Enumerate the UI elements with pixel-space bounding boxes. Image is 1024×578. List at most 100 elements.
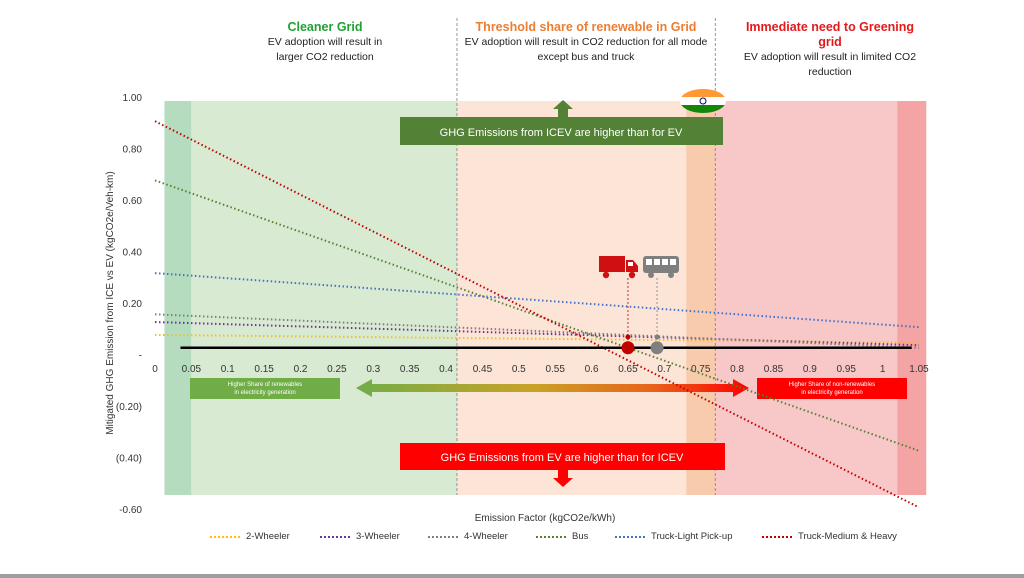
legend-label: Truck-Medium & Heavy (798, 531, 897, 542)
zone-desc-immediate-2: reduction (808, 66, 852, 78)
x-tick-label: 0.7 (657, 364, 671, 375)
renewables-text-line2: in electricity generation (234, 390, 295, 396)
axis-ticks: 1.00 0.80 0.60 0.40 0.20 - (0.20) (0.40) -0.60 0 0… (116, 93, 929, 516)
legend-swatch (428, 535, 458, 538)
zone-dividers (456, 18, 716, 495)
series-line-truck-medium-heavy (154, 120, 920, 509)
y-tick-label: 0.60 (123, 196, 143, 207)
zone-band-5 (897, 101, 927, 495)
zone-desc-threshold-1: EV adoption will result in CO2 reduction… (464, 36, 708, 48)
legend: 2-Wheeler 3-Wheeler 4-Wheeler Bus Truck-… (210, 531, 930, 545)
arrow-down-icon (553, 470, 573, 487)
x-tick-label: 0.1 (221, 364, 235, 375)
x-tick-label: 0.9 (803, 364, 817, 375)
legend-label: 4-Wheeler (464, 531, 508, 542)
legend-swatch (762, 535, 792, 538)
zone-title-immediate-2: grid (818, 35, 842, 49)
zone-band-0 (164, 101, 192, 495)
banners: GHG Emissions from ICEV are higher than … (190, 100, 907, 487)
x-tick-label: 0.05 (182, 364, 202, 375)
legend-swatch (615, 535, 645, 538)
zone-header-threshold: Threshold share of renewable in Grid EV … (448, 20, 724, 65)
x-tick-label: 1.05 (909, 364, 929, 375)
y-tick-label: (0.40) (116, 454, 142, 465)
truck-marker-dot (621, 341, 635, 355)
zone-desc-clean-2: larger CO2 reduction (276, 51, 374, 63)
zone-band-3 (686, 101, 716, 495)
arrow-up-icon (553, 100, 573, 117)
y-axis-title: Mitigated GHG Emission from ICE vs EV (k… (105, 171, 116, 434)
legend-label: 3-Wheeler (356, 531, 400, 542)
x-tick-label: 0.85 (764, 364, 784, 375)
india-flag-icon (680, 89, 726, 113)
legend-label: Bus (572, 531, 589, 542)
x-tick-label: 0.4 (439, 364, 453, 375)
x-tick-label: 0.3 (366, 364, 380, 375)
legend-swatch (210, 535, 240, 538)
y-tick-label: - (139, 351, 142, 362)
bus-marker-dot (650, 341, 664, 355)
series-lines (154, 120, 920, 509)
zone-header-immediate: Immediate need to Greening grid EV adopt… (728, 20, 932, 80)
truck-icon (599, 256, 638, 279)
icons (599, 89, 726, 279)
ghg-icev-higher-banner (400, 117, 723, 145)
zone-desc-clean-1: EV adoption will result in (267, 36, 383, 48)
x-tick-label: 1 (880, 364, 886, 375)
legend-item-3-wheeler: 3-Wheeler (320, 531, 400, 542)
zone-title-clean: Cleaner Grid (287, 20, 363, 34)
legend-swatch (320, 535, 350, 538)
ghg-ev-higher-banner (400, 443, 725, 470)
legend-item-truck-heavy: Truck-Medium & Heavy (762, 531, 897, 542)
x-tick-label: 0.5 (512, 364, 526, 375)
non-renewables-box (757, 378, 907, 399)
bottom-rule (0, 574, 1024, 578)
bus-icon (643, 256, 679, 278)
ghg-icev-higher-text: GHG Emissions from ICEV are higher than … (440, 127, 683, 139)
vehicle-markers (621, 278, 664, 355)
ghg-ev-higher-text: GHG Emissions from EV are higher than fo… (441, 452, 684, 464)
x-tick-label: 0.8 (730, 364, 744, 375)
zone-desc-immediate-1: EV adoption will result in limited CO2 (743, 51, 917, 63)
x-tick-label: 0.55 (545, 364, 565, 375)
x-tick-label: 0.25 (327, 364, 347, 375)
x-tick-label: 0.15 (254, 364, 274, 375)
y-tick-label: 0.40 (123, 248, 143, 259)
non-renewables-text-line2: in electricity generation (801, 390, 862, 396)
x-tick-label: 0.45 (473, 364, 493, 375)
x-tick-label: 0.95 (837, 364, 857, 375)
y-tick-label: -0.60 (119, 505, 142, 516)
series-line-4-wheeler (154, 313, 920, 349)
zone-bands (164, 101, 927, 495)
series-line-bus (154, 179, 920, 452)
renewables-box (190, 378, 340, 399)
x-tick-label: 0.65 (618, 364, 638, 375)
x-axis-title: Emission Factor (kgCO2e/kWh) (475, 513, 616, 524)
zone-band-1 (191, 101, 457, 495)
zone-title-threshold: Threshold share of renewable in Grid (475, 20, 697, 34)
y-tick-label: (0.20) (116, 402, 142, 413)
zone-title-immediate-1: Immediate need to Greening (745, 20, 915, 34)
y-tick-label: 0.20 (123, 299, 143, 310)
gradient-double-arrow-icon (356, 379, 749, 397)
truck-marker-tip (625, 334, 631, 340)
x-tick-label: 0.35 (400, 364, 420, 375)
legend-item-truck-light: Truck-Light Pick-up (615, 531, 732, 542)
renewables-text-line1: Higher Share of renewables (228, 382, 302, 388)
x-tick-label: 0.2 (294, 364, 308, 375)
legend-swatch (536, 535, 566, 538)
legend-item-2-wheeler: 2-Wheeler (210, 531, 290, 542)
y-tick-label: 1.00 (123, 93, 143, 104)
x-tick-label: 0.6 (585, 364, 599, 375)
legend-item-bus: Bus (536, 531, 588, 542)
non-renewables-text-line1: Higher Share of non-renewables (789, 382, 875, 388)
y-tick-label: 0.80 (123, 145, 143, 156)
x-tick-label: 0.75 (691, 364, 711, 375)
zone-header-clean: Cleaner Grid EV adoption will result in … (230, 20, 420, 65)
zone-band-4 (715, 101, 898, 495)
bus-marker-tip (654, 334, 660, 340)
legend-label: Truck-Light Pick-up (651, 531, 733, 542)
zone-band-2 (456, 101, 687, 495)
zone-desc-threshold-2: except bus and truck (537, 51, 635, 63)
